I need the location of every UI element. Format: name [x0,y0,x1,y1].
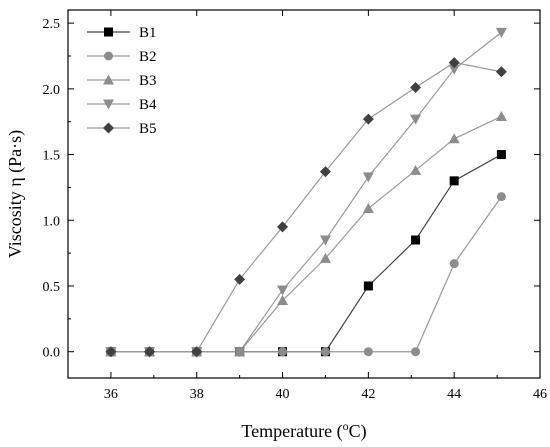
data-point-b3 [448,133,460,144]
legend-label-b4: B4 [139,97,157,113]
data-point-b5 [144,346,156,358]
data-point-b5 [410,82,422,94]
x-tick-label: 40 [276,387,290,402]
series-line-b2 [110,196,502,353]
series-line-b5 [110,61,502,353]
x-tick-label: 42 [361,387,375,402]
legend-marker-b2 [104,51,113,61]
data-point-b2 [278,347,288,357]
series-line-b1 [110,154,502,353]
data-point-b4 [410,114,422,125]
data-point-b4 [277,285,289,296]
x-axis-title-main: Temperature ( [241,421,342,442]
legend-label-b1: B1 [139,25,157,41]
x-tick-label: 44 [447,387,461,402]
series-markers [105,27,507,358]
y-tick-label: 0.5 [43,280,61,295]
data-point-b5 [105,346,117,358]
series-lines [110,31,502,353]
x-axis-title-sup: o [343,419,349,433]
data-point-b2 [363,347,373,357]
data-point-b5 [277,221,289,233]
x-tick-label: 46 [533,387,547,402]
data-point-b4 [319,235,331,246]
data-point-b4 [234,347,246,358]
series-line-b3 [110,115,502,353]
y-axis-title: Viscosity η (Pa·s) [5,130,26,258]
data-point-b3 [410,164,422,175]
data-point-b4 [362,172,374,183]
legend-marker-b3 [103,74,114,85]
data-point-b1 [496,150,506,160]
legend-label-b2: B2 [139,49,157,65]
legend-label-b3: B3 [139,73,157,89]
x-tick-label: 38 [190,387,204,402]
data-point-b5 [448,57,460,69]
y-tick-label: 1.5 [43,149,61,164]
data-point-b3 [277,294,289,305]
legend-label-b5: B5 [139,121,157,137]
legend-marker-b1 [104,27,113,37]
x-axis-title: Temperature (oC) [241,419,366,442]
data-point-b5 [319,166,331,178]
data-point-b2 [411,347,421,357]
x-axis-title-suffix: C) [349,421,367,442]
x-axis-ticks: 36 38 40 42 44 46 [67,10,547,402]
data-point-b5 [234,273,246,285]
data-point-b4 [448,64,460,75]
y-tick-label: 1.0 [43,214,61,229]
data-point-b5 [362,113,374,125]
data-point-b5 [495,66,507,78]
plot-frame [67,9,541,379]
data-point-b3 [319,252,331,263]
legend-marker-b4 [103,99,114,110]
data-point-b3 [495,110,507,121]
y-tick-label: 0.0 [43,346,61,361]
y-axis-ticks: 0.0 0.5 1.0 1.5 2.0 2.5 [43,17,540,361]
series-line-b4 [110,31,502,353]
data-point-b1 [411,235,421,245]
legend-marker-b5 [103,122,114,134]
data-point-b3 [362,202,374,213]
data-point-b1 [363,281,373,291]
data-point-b2 [320,347,330,357]
legend: B1 B2 B3 B4 B5 [87,25,157,137]
x-tick-label: 36 [104,387,118,402]
data-point-b2 [449,259,459,269]
y-tick-label: 2.0 [43,83,61,98]
data-point-b2 [496,192,506,202]
data-point-b4 [495,27,507,38]
y-tick-label: 2.5 [43,17,61,32]
data-point-b1 [449,176,459,186]
data-point-b5 [191,346,203,358]
